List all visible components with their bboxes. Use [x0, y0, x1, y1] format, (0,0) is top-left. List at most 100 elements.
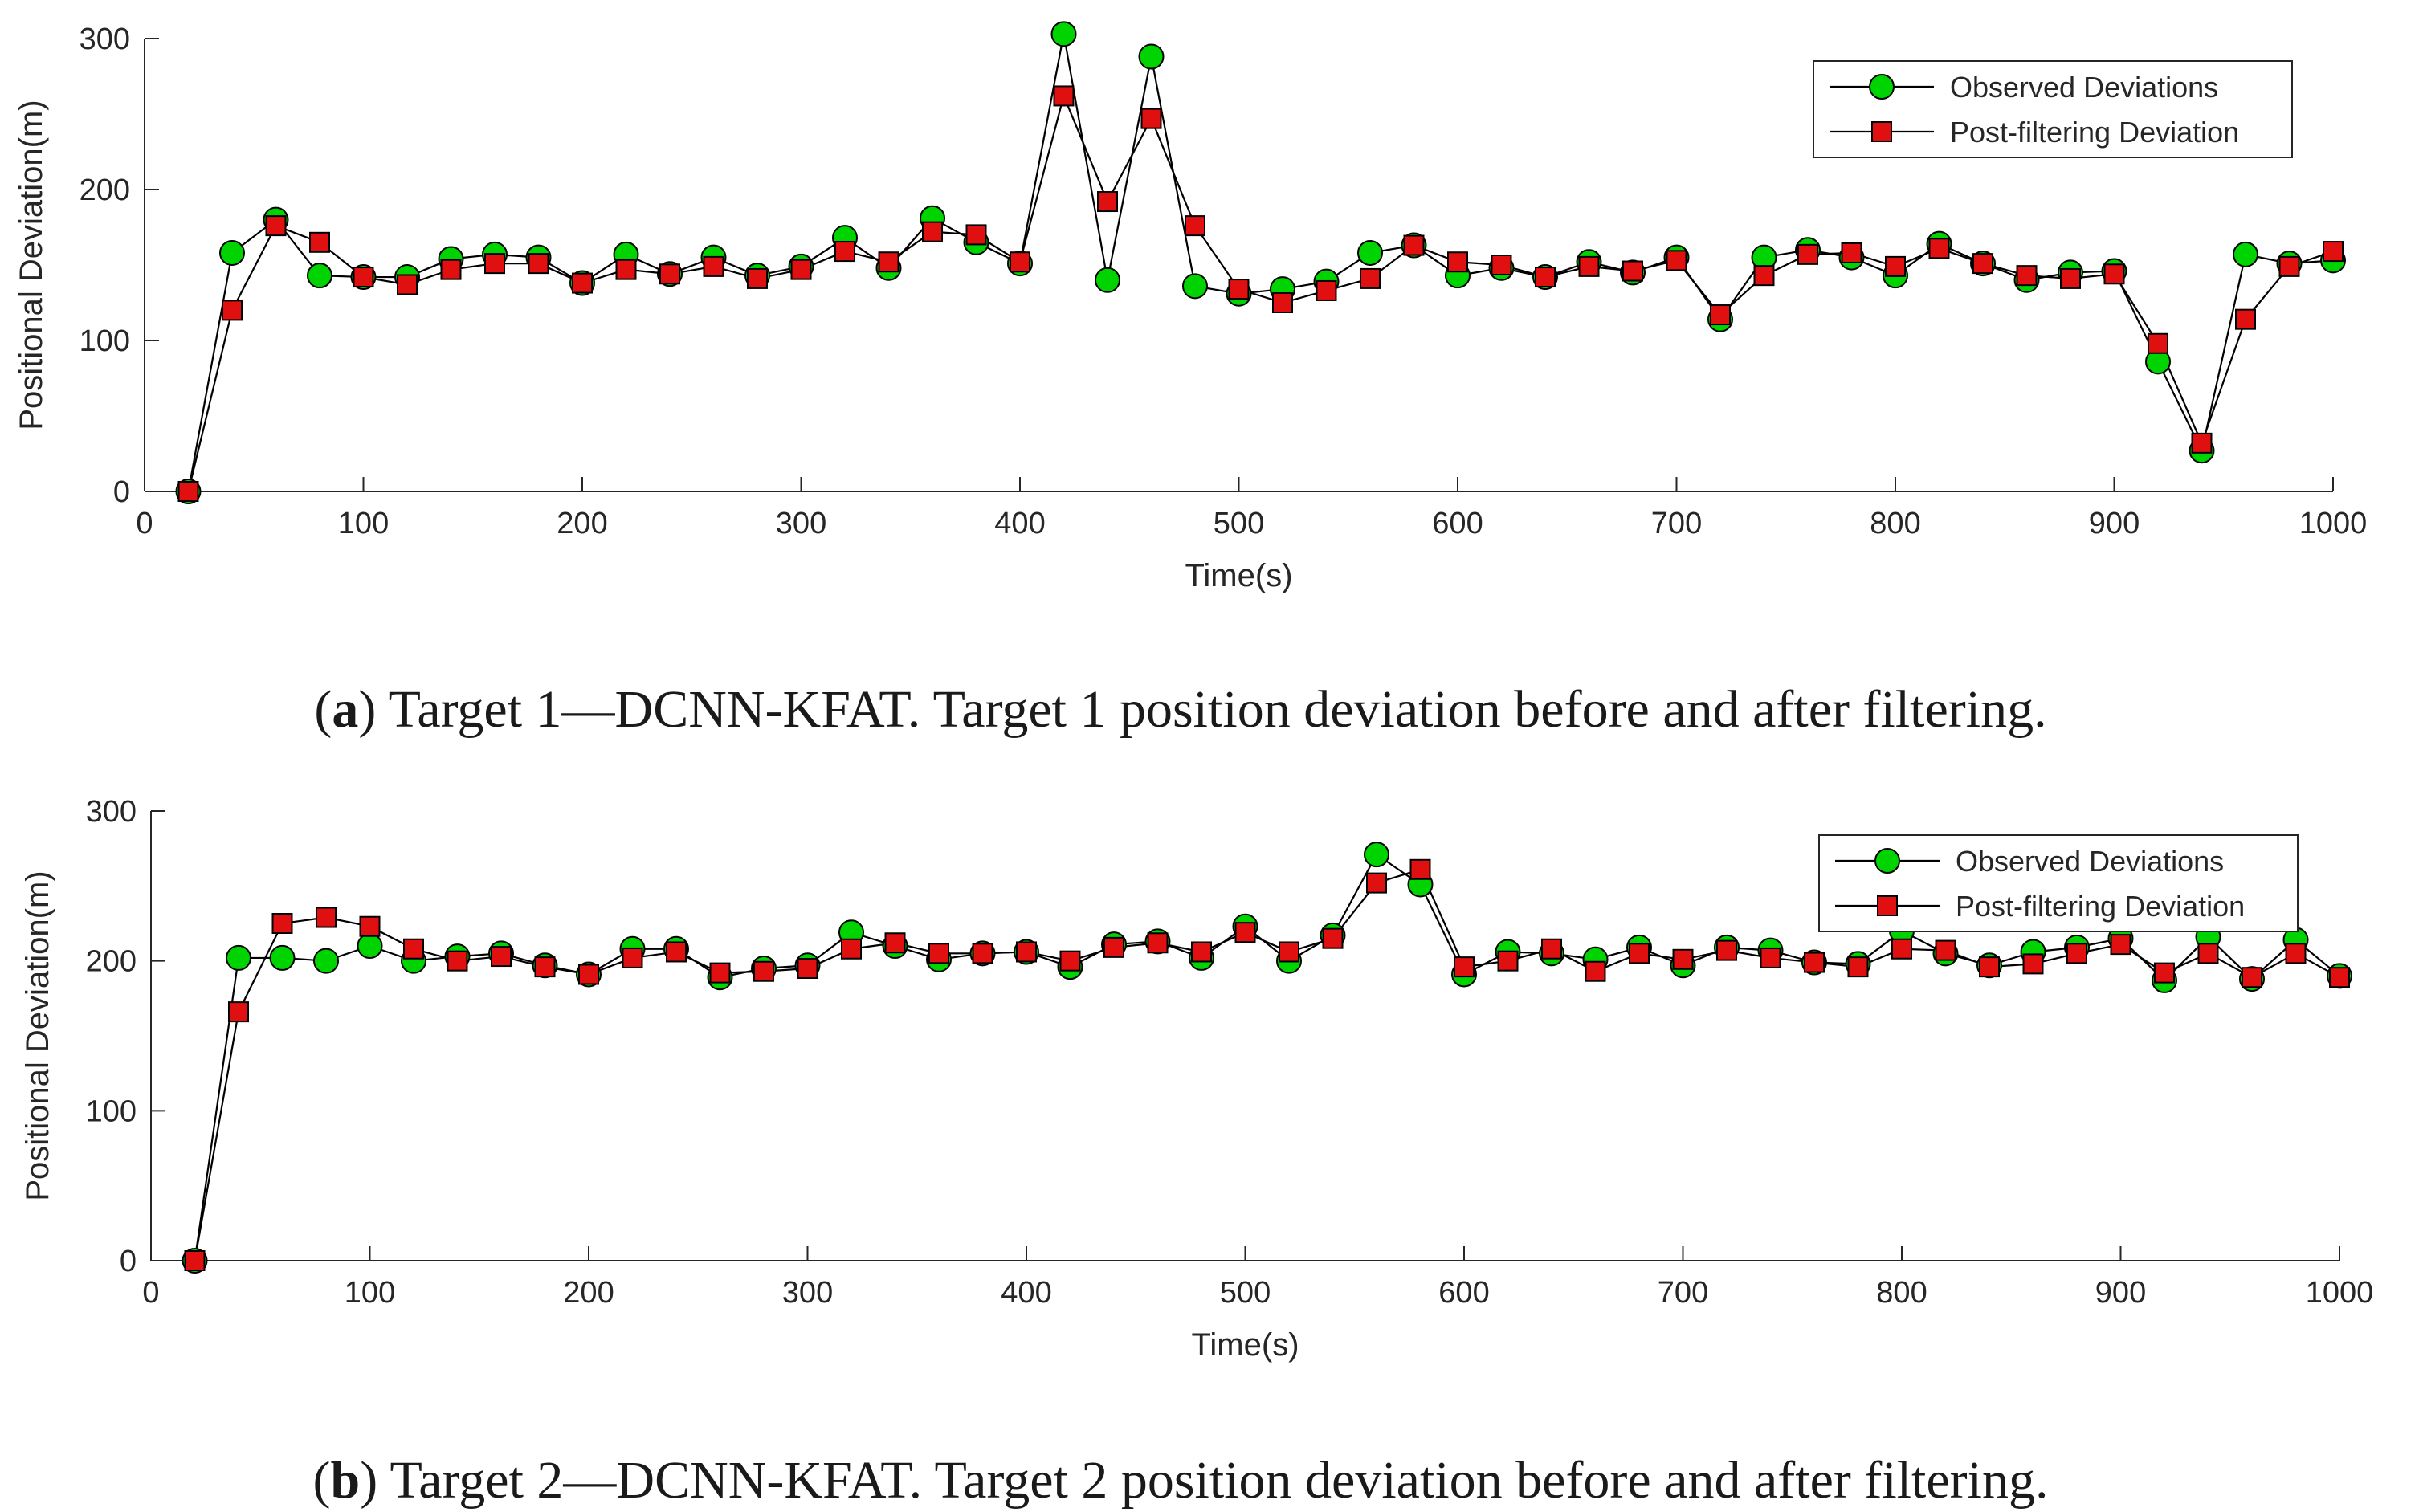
x-tick-label: 800 — [1876, 1276, 1927, 1310]
filtered-point — [484, 253, 505, 275]
x-tick-label: 600 — [1438, 1276, 1489, 1310]
observed-point — [1364, 842, 1389, 868]
filtered-point — [2285, 943, 2307, 964]
filtered-point — [1191, 941, 1212, 963]
filtered-point — [1010, 251, 1030, 273]
legend-label: Post-filtering Deviation — [1950, 116, 2239, 149]
panel-b: 0 100 200 300 0 100 200 300 400 500 600 700 800 900 10… — [20, 795, 2373, 1363]
filtered-point — [2197, 943, 2219, 964]
observed-point — [269, 944, 296, 971]
filtered-point — [878, 251, 899, 273]
x-tick-label: 500 — [1220, 1276, 1271, 1310]
filtered-point — [2016, 265, 2038, 287]
y-tick-label: 200 — [80, 173, 130, 207]
observed-point — [357, 933, 383, 959]
filtered-point — [1672, 948, 1694, 970]
filtered-point — [2110, 934, 2131, 956]
filtered-point — [615, 259, 637, 280]
filtered-point — [709, 962, 731, 984]
caption-b-letter: b — [330, 1451, 360, 1510]
filtered-point — [309, 231, 330, 253]
filtered-point — [1972, 253, 1993, 275]
filtered-point — [1585, 960, 1606, 982]
x-tick-label: 700 — [1651, 507, 1702, 540]
filtered-point — [1234, 922, 1256, 943]
filtered-point — [2103, 263, 2125, 285]
x-axis-label: Time(s) — [1185, 558, 1292, 593]
x-tick-label: 200 — [557, 507, 607, 540]
x-tick-label: 800 — [1870, 507, 1920, 540]
x-tick-label: 500 — [1214, 507, 1264, 540]
filtered-point — [1103, 936, 1124, 958]
caption-a-letter: a — [332, 680, 358, 739]
legend-label: Post-filtering Deviation — [1956, 890, 2245, 923]
legend-box — [1818, 834, 2299, 932]
filtered-point — [1841, 242, 1862, 263]
filtered-point — [271, 913, 293, 934]
observed-point — [219, 239, 245, 266]
filtered-point — [790, 259, 812, 280]
filtered-point — [1140, 108, 1162, 129]
filtered-point — [1279, 941, 1299, 963]
filtered-point — [1622, 260, 1643, 282]
filtered-point — [528, 253, 549, 275]
legend-label: Observed Deviations — [1956, 845, 2224, 878]
panel-a: 0 100 200 300 0 100 200 300 400 500 600 700 800 900 10… — [14, 21, 2368, 593]
filtered-point — [2022, 953, 2044, 975]
filtered-point — [928, 943, 949, 964]
y-tick-label: 300 — [86, 795, 137, 829]
filtered-point — [1491, 255, 1512, 275]
filtered-point — [491, 946, 512, 968]
filtered-point — [1147, 932, 1169, 954]
filtered-point — [1804, 952, 1825, 973]
caption-a-open: ( — [314, 680, 332, 739]
filtered-point — [841, 938, 862, 960]
legend-marker-observed — [1869, 74, 1895, 100]
filtered-point — [177, 481, 199, 502]
x-tick-label: 0 — [136, 507, 153, 540]
filtered-point — [1979, 956, 2000, 978]
legend-marker-filtered — [1871, 121, 1892, 142]
filtered-point — [578, 964, 599, 985]
x-tick-label: 300 — [782, 1276, 833, 1310]
filtered-point — [1847, 956, 1869, 978]
filtered-point — [1403, 234, 1425, 256]
filtered-point — [359, 915, 381, 937]
filtered-point — [316, 907, 337, 928]
filtered-point — [440, 259, 462, 280]
x-tick-label: 100 — [345, 1276, 395, 1310]
filtered-point — [1059, 950, 1081, 972]
observed-point — [2233, 241, 2258, 267]
y-tick-label: 0 — [113, 475, 130, 509]
filtered-point — [1322, 927, 1344, 949]
filtered-point — [1016, 941, 1037, 963]
x-tick-label: 600 — [1432, 507, 1483, 540]
filtered-point — [1535, 267, 1556, 288]
observed-point — [1182, 273, 1208, 300]
filtered-point — [2323, 241, 2344, 263]
filtered-point — [797, 958, 818, 979]
filtered-point — [972, 943, 993, 964]
legend-box — [1813, 60, 2293, 158]
filtered-point — [1185, 215, 1205, 237]
y-axis-label: Positional Deviation(m) — [14, 100, 49, 430]
x-tick-label: 1000 — [2299, 507, 2368, 540]
filtered-point — [1935, 939, 1956, 961]
filtered-point — [1710, 304, 1731, 326]
x-tick-label: 0 — [142, 1276, 159, 1310]
filtered-point — [1666, 250, 1687, 271]
x-tick-label: 400 — [994, 507, 1045, 540]
observed-point — [1095, 267, 1120, 293]
filtered-point — [2278, 255, 2300, 277]
observed-point — [1138, 43, 1165, 70]
filtered-point — [1797, 243, 1818, 265]
filtered-point — [1928, 238, 1950, 259]
filtered-point — [2191, 432, 2213, 454]
y-tick-label: 0 — [120, 1245, 137, 1278]
filtered-point — [1360, 267, 1381, 289]
x-tick-label: 400 — [1001, 1276, 1051, 1310]
x-tick-label: 300 — [776, 507, 826, 540]
filtered-point — [1716, 939, 1737, 961]
filtered-point — [834, 241, 855, 263]
filtered-point — [753, 960, 774, 982]
